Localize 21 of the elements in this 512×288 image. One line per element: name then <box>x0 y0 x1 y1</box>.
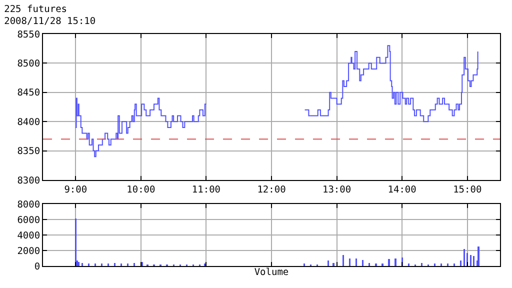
x-tick-label: 15:00 <box>453 184 482 196</box>
y-tick-label: 8300 <box>17 175 40 186</box>
y-tick-label: 8550 <box>17 29 40 40</box>
y-tick-label: 2000 <box>17 246 40 257</box>
x-tick-label: 12:00 <box>257 184 286 196</box>
chart-subtitle: 2008/11/28 15:10 <box>4 16 96 28</box>
y-tick-label: 8000 <box>17 199 40 210</box>
x-tick-label: 10:00 <box>126 184 156 196</box>
y-tick-label: 8500 <box>17 58 40 70</box>
x-tick-label: 9:00 <box>64 184 88 196</box>
x-axis-title: Volume <box>254 267 289 278</box>
x-tick-label: 14:00 <box>388 184 417 196</box>
y-tick-label: 6000 <box>17 214 40 226</box>
x-tick-label: 13:00 <box>322 184 352 196</box>
x-tick-label: 11:00 <box>192 184 221 196</box>
y-tick-label: 8350 <box>17 146 40 158</box>
y-tick-label: 4000 <box>17 230 40 242</box>
y-tick-label: 8450 <box>17 88 40 99</box>
y-tick-label: 0 <box>34 261 40 272</box>
y-tick-label: 8400 <box>17 116 40 128</box>
chart-title: 225 futures <box>4 4 68 15</box>
